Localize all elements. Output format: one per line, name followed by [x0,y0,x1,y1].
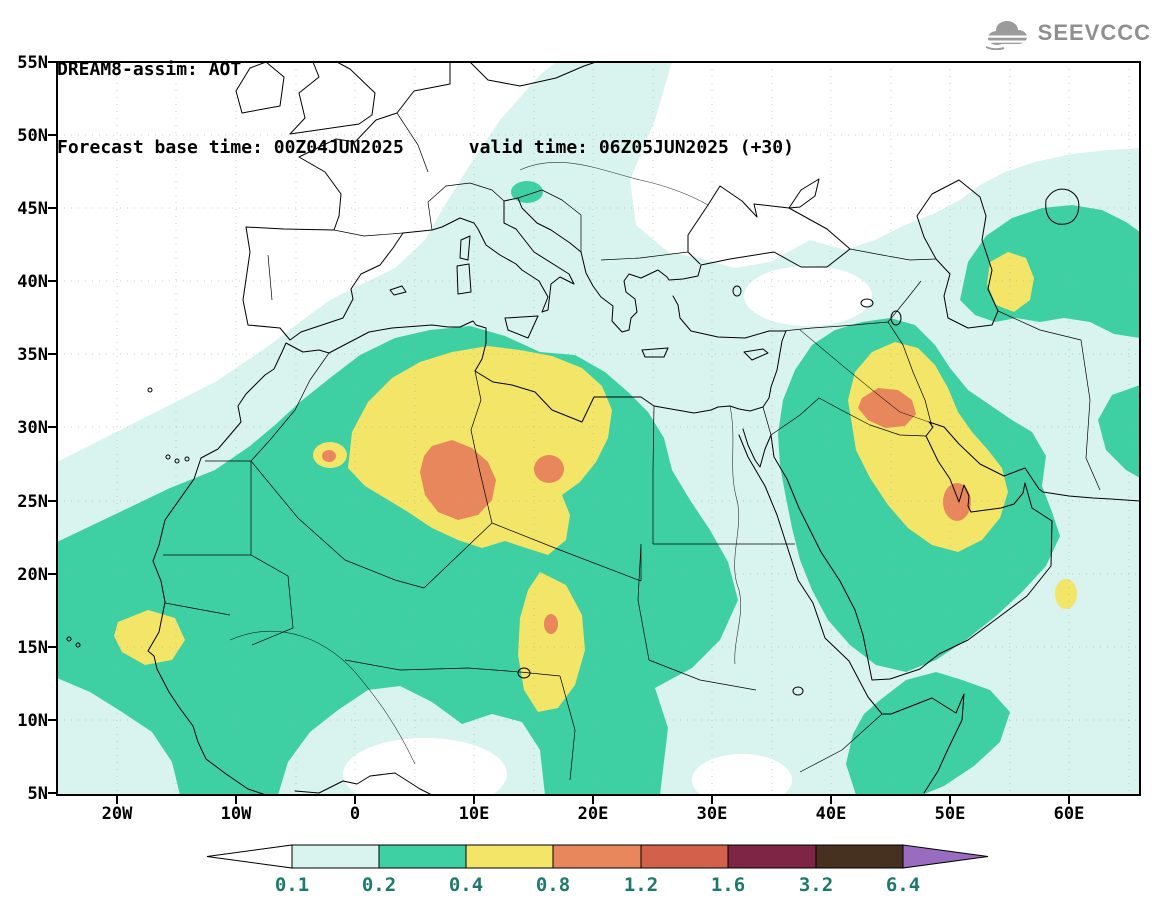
legend-value-label: 0.8 [536,874,570,896]
aot-region-yellow-senegal [114,610,185,665]
lat-tick-label: 15N [17,638,48,658]
legend-segment [815,844,904,869]
aot-region-orange-iraq [858,388,916,428]
legend-segment [465,844,554,869]
lon-tick-label: 40E [816,804,847,824]
coastline-britain [289,62,376,135]
legend-arrow-left [206,844,293,869]
legend-segment [640,844,729,869]
island-canary [184,456,190,462]
plot-title: DREAM8-assim: AOT Forecast base time: 00… [57,5,794,213]
title-line-2: Forecast base time: 00Z04JUN2025 valid t… [57,137,794,158]
logo-text: SEEVCCC [1037,20,1151,45]
lon-tick-label: 10W [221,804,252,824]
legend-segment [378,844,467,869]
coastline-redsea-horn [738,434,965,794]
aot-clear-anatolia [744,266,872,326]
legend-value-label: 1.6 [711,874,745,896]
axis-labels: 20W 10W 0 10E 20E 30E 40E 50E 60E 55N 50N 45N 40N 35N… [17,53,1084,824]
island-capeverde [75,642,81,648]
lat-tick-label: 35N [17,345,48,365]
river-niger [229,631,416,765]
aot-region-yellow-chad [518,572,585,712]
country-borders [163,112,1101,781]
map-layers [57,62,1140,795]
aot-region-orange-libya [534,455,564,483]
coastline-aral [1045,188,1080,225]
lake-tuz [732,285,742,297]
aot-region-yellow-algeria-libya [348,346,612,555]
aot-region-yellow-caspian-east [987,252,1034,312]
aot-clear-bottom-center [692,754,792,795]
legend-value-label: 6.4 [886,874,920,896]
legend-value-label: 0.1 [275,874,309,896]
lat-tick-label: 50N [17,126,48,146]
lon-tick-label: 30E [697,804,728,824]
legend-segment [552,844,642,869]
island-cyprus [743,348,769,361]
title-line-1: DREAM8-assim: AOT [57,59,242,80]
lon-tick-label: 50E [935,804,966,824]
island-canary [165,454,171,460]
legend-colorbar: 0.1 0.2 0.4 0.8 1.2 1.6 3.2 6.4 [206,844,989,896]
lon-tick-label: 10E [459,804,490,824]
lat-tick-label: 10N [17,711,48,731]
lon-tick-label: 20E [578,804,609,824]
cloud-icon [985,21,1030,50]
seevccc-logo: SEEVCCC [984,16,1151,50]
river-danube [519,162,709,206]
coastline-arabia-gulf [742,421,1140,681]
island-madeira [147,387,153,393]
lon-tick-label: 0 [350,804,360,824]
island-canary [174,458,180,464]
legend-segment [291,844,380,869]
legend-value-label: 0.2 [362,874,396,896]
lat-tick-label: 45N [17,199,48,219]
coastline-europe-africa [242,62,851,341]
lat-tick-label: 55N [17,53,48,73]
aot-region-yellow-oman [1055,579,1077,609]
lat-tick-label: 40N [17,272,48,292]
coastline-ireland [235,62,285,114]
lat-tick-label: 5N [28,784,48,804]
river-nile [729,405,741,665]
aot-region-orange-gulf [943,483,971,521]
island-sardinia [456,263,472,295]
legend-value-label: 0.4 [449,874,483,896]
island-capeverde [66,636,72,642]
island-crete [641,347,669,358]
aot-clear-nigeria [343,738,507,795]
coastline-caspian [916,179,999,329]
legend-value-label: 3.2 [799,874,833,896]
river-euphrates [799,329,930,423]
aot-region-orange-west-spot [322,450,336,462]
island-balearics [389,285,407,296]
legend-value-label: 1.2 [624,874,658,896]
lat-tick-label: 25N [17,492,48,512]
lon-tick-label: 20W [102,804,133,824]
lake-tana [792,686,804,696]
lake-van [860,298,874,308]
coastline-anatolia-north-africa [147,295,787,795]
border-line [163,112,1101,781]
lon-tick-label: 60E [1054,804,1085,824]
lat-tick-label: 20N [17,565,48,585]
lat-tick-label: 30N [17,418,48,438]
coastline-azov [788,178,820,209]
aot-region-teal-somalia [846,672,1010,795]
map-frame [56,61,1141,796]
coastline-baltic [469,62,597,87]
axis-ticks [48,61,1070,804]
legend-segment [727,844,817,869]
island-corsica [459,235,471,261]
island-sicily [504,315,539,339]
legend-arrow-right [902,844,989,869]
aot-region-orange-chad [544,614,558,634]
